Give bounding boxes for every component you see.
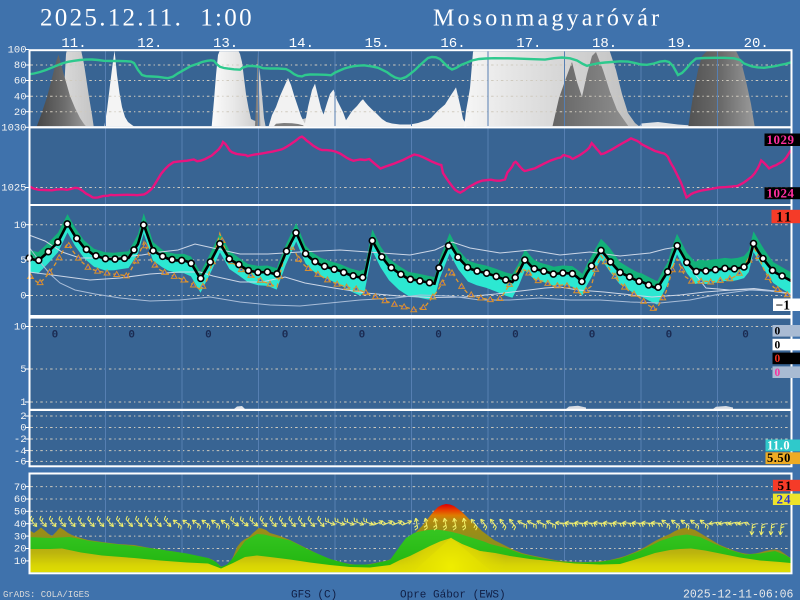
svg-text:80: 80 (14, 60, 27, 72)
svg-text:0: 0 (742, 330, 749, 342)
svg-text:0: 0 (775, 339, 781, 351)
svg-text:0: 0 (20, 423, 26, 435)
svg-text:0: 0 (205, 330, 212, 342)
svg-text:18.: 18. (592, 36, 617, 52)
svg-text:0: 0 (775, 353, 781, 365)
svg-text:51: 51 (778, 478, 793, 493)
svg-text:14.: 14. (289, 36, 314, 52)
svg-text:2025-12-11-06:06: 2025-12-11-06:06 (683, 589, 794, 600)
svg-text:Opre Gábor (EWS): Opre Gábor (EWS) (400, 590, 506, 600)
svg-text:40: 40 (14, 91, 27, 103)
svg-text:GFS (C): GFS (C) (291, 590, 337, 600)
svg-text:20: 20 (14, 107, 27, 119)
svg-text:0: 0 (775, 326, 781, 338)
svg-text:0: 0 (435, 330, 442, 342)
svg-text:70: 70 (14, 482, 27, 494)
svg-text:1: 1 (20, 397, 26, 409)
svg-text:100: 100 (8, 45, 27, 57)
svg-text:0: 0 (52, 330, 59, 342)
svg-text:10: 10 (14, 220, 27, 232)
svg-text:17.: 17. (516, 36, 541, 52)
svg-text:0: 0 (589, 330, 596, 342)
svg-text:50: 50 (14, 507, 27, 519)
svg-text:0: 0 (20, 291, 26, 303)
svg-text:Mosonmagyaróvár: Mosonmagyaróvár (433, 6, 662, 32)
svg-text:1030: 1030 (1, 123, 26, 135)
svg-text:16.: 16. (440, 36, 465, 52)
svg-text:15.: 15. (365, 36, 390, 52)
svg-text:10: 10 (14, 556, 27, 568)
svg-text:12.: 12. (137, 36, 162, 52)
svg-text:19.: 19. (668, 36, 693, 52)
svg-text:2025.12.11. 1:00: 2025.12.11. 1:00 (40, 5, 254, 32)
svg-text:0: 0 (128, 330, 135, 342)
svg-text:24: 24 (777, 492, 792, 507)
svg-text:1025: 1025 (1, 183, 26, 195)
svg-text:1029: 1029 (767, 132, 795, 147)
svg-text:10: 10 (14, 322, 27, 334)
svg-text:0: 0 (512, 330, 519, 342)
svg-text:11.0: 11.0 (767, 438, 790, 452)
svg-text:40: 40 (14, 519, 27, 531)
svg-text:−1: −1 (776, 297, 791, 312)
svg-text:11: 11 (776, 209, 793, 225)
svg-text:0: 0 (666, 330, 673, 342)
svg-text:5.50: 5.50 (767, 451, 791, 465)
svg-text:11.: 11. (61, 36, 86, 52)
svg-text:60: 60 (14, 76, 27, 88)
svg-text:-2: -2 (14, 434, 27, 446)
svg-text:-6: -6 (14, 457, 27, 469)
svg-text:2: 2 (20, 411, 26, 423)
svg-text:30: 30 (14, 531, 27, 543)
svg-text:0: 0 (359, 330, 366, 342)
svg-text:60: 60 (14, 494, 27, 506)
svg-text:0: 0 (282, 330, 289, 342)
svg-text:-4: -4 (14, 446, 27, 458)
svg-text:5: 5 (20, 364, 26, 376)
svg-text:1024: 1024 (767, 186, 795, 201)
svg-text:20: 20 (14, 544, 27, 556)
svg-text:5: 5 (20, 255, 26, 267)
svg-text:13.: 13. (213, 36, 238, 52)
svg-text:0: 0 (775, 367, 781, 379)
svg-text:GrADS: COLA/IGES: GrADS: COLA/IGES (3, 590, 89, 600)
svg-text:20.: 20. (744, 36, 769, 52)
